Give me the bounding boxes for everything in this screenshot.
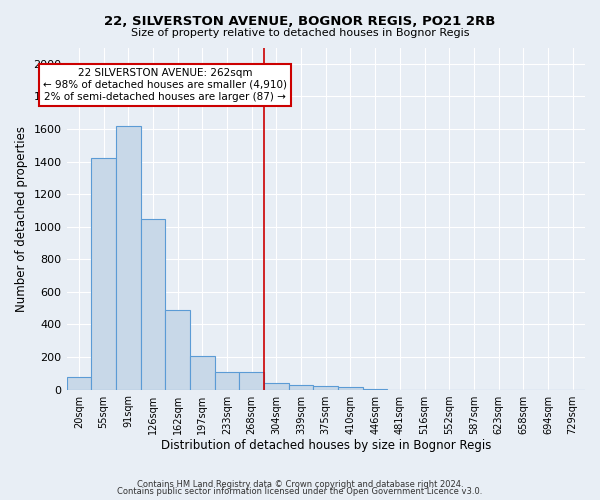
Bar [363,389,388,390]
Bar [338,387,363,390]
Text: 22, SILVERSTON AVENUE, BOGNOR REGIS, PO21 2RB: 22, SILVERSTON AVENUE, BOGNOR REGIS, PO2… [104,15,496,28]
Bar [313,386,338,390]
Bar [116,126,140,390]
Bar [239,372,264,390]
Y-axis label: Number of detached properties: Number of detached properties [15,126,28,312]
Bar [264,383,289,390]
Bar [140,218,165,390]
Bar [67,376,91,390]
Bar [165,310,190,390]
Text: 22 SILVERSTON AVENUE: 262sqm
← 98% of detached houses are smaller (4,910)
2% of : 22 SILVERSTON AVENUE: 262sqm ← 98% of de… [43,68,287,102]
Bar [91,158,116,390]
Bar [190,356,215,390]
Text: Contains public sector information licensed under the Open Government Licence v3: Contains public sector information licen… [118,487,482,496]
Text: Size of property relative to detached houses in Bognor Regis: Size of property relative to detached ho… [131,28,469,38]
Text: Contains HM Land Registry data © Crown copyright and database right 2024.: Contains HM Land Registry data © Crown c… [137,480,463,489]
X-axis label: Distribution of detached houses by size in Bognor Regis: Distribution of detached houses by size … [161,440,491,452]
Bar [289,384,313,390]
Bar [215,372,239,390]
